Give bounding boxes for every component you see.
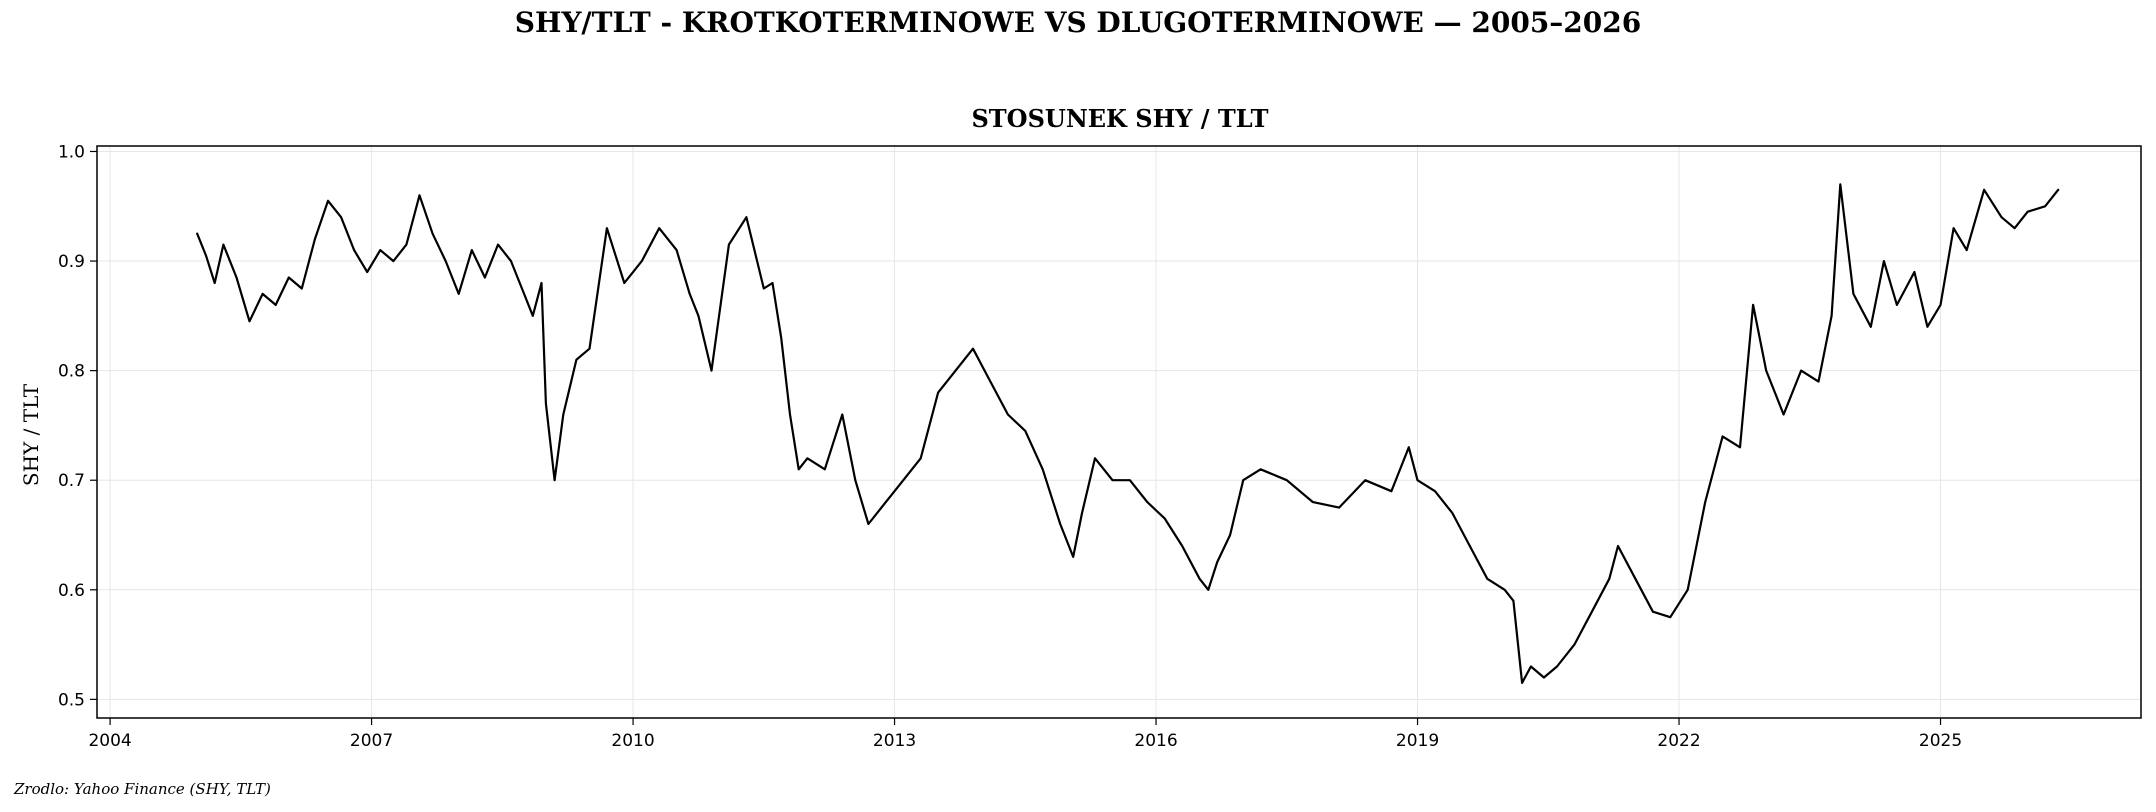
series-line-shy-tlt <box>196 183 2060 684</box>
x-axis: 2004 2007 2010 2013 2016 2019 2022 2025 <box>88 718 1962 751</box>
y-tick-label: 1.0 <box>58 142 85 162</box>
x-tick-label: 2022 <box>1657 731 1700 751</box>
y-gridlines <box>97 150 2141 700</box>
x-tick-label: 2019 <box>1396 731 1439 751</box>
x-tick-label: 2025 <box>1919 731 1962 751</box>
y-tick-label: 0.7 <box>58 471 85 491</box>
x-tick-label: 2013 <box>873 731 916 751</box>
y-tick-label: 0.5 <box>58 690 85 710</box>
y-tick-label: 0.9 <box>58 252 85 272</box>
y-tick-label: 0.8 <box>58 362 85 382</box>
x-tick-label: 2010 <box>611 731 654 751</box>
x-gridlines <box>109 146 1942 718</box>
y-axis: 0.5 0.6 0.7 0.8 0.9 1.0 <box>58 142 97 710</box>
y-tick-label: 0.6 <box>58 581 85 601</box>
chart-title: STOSUNEK SHY / TLT <box>971 104 1268 133</box>
figure-title: SHY/TLT - KROTKOTERMINOWE VS DLUGOTERMIN… <box>514 6 1642 39</box>
y-axis-label: SHY / TLT <box>19 383 43 486</box>
x-tick-label: 2007 <box>350 731 393 751</box>
plot-frame <box>96 145 2142 719</box>
x-tick-label: 2016 <box>1134 731 1177 751</box>
source-note: Zrodlo: Yahoo Finance (SHY, TLT) <box>14 780 271 798</box>
x-tick-label: 2004 <box>88 731 131 751</box>
